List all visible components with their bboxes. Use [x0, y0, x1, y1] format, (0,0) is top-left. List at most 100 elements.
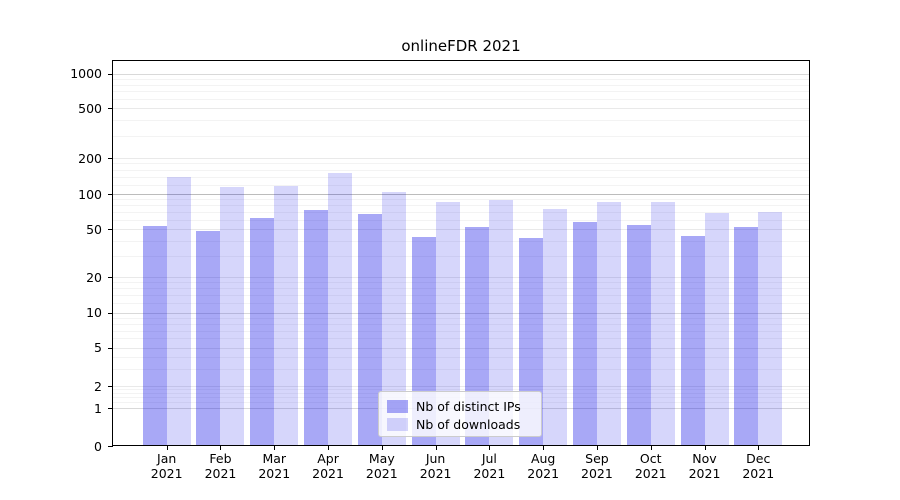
legend-swatch-downloads [387, 417, 408, 431]
legend-item-downloads: Nb of downloads [387, 415, 541, 433]
y-tick [108, 158, 113, 159]
x-tick-label: Nov 2021 [688, 451, 721, 481]
gridline [113, 229, 809, 230]
x-tick [543, 446, 545, 450]
y-tick-label: 0 [94, 438, 102, 454]
major-gridline [113, 194, 809, 195]
y-tick-label: 100 [78, 186, 102, 202]
bar-feb-downloads [220, 186, 245, 445]
minor-gridline [113, 389, 809, 391]
minor-gridline [113, 212, 809, 213]
minor-gridline [113, 368, 809, 370]
x-tick-label: Aug 2021 [527, 451, 560, 481]
minor-gridline [113, 78, 809, 80]
minor-gridline [113, 135, 809, 137]
x-tick [489, 446, 491, 450]
minor-gridline [113, 330, 809, 332]
bar-may-ips [357, 214, 382, 445]
bar-aug-downloads [543, 208, 568, 445]
x-tick-label: Oct 2021 [634, 451, 667, 481]
y-tick [108, 108, 113, 109]
x-tick-label: Feb 2021 [204, 451, 237, 481]
y-tick-label: 200 [78, 150, 102, 166]
bar-sep-downloads [596, 201, 621, 445]
x-tick-label: May 2021 [365, 451, 398, 481]
y-tick [108, 229, 113, 230]
major-gridline [113, 312, 809, 314]
minor-gridline [113, 303, 809, 305]
legend: Nb of distinct IPs Nb of downloads [378, 391, 542, 437]
x-tick [758, 446, 760, 450]
bar-nov-ips [680, 235, 705, 445]
x-tick-label: Jan 2021 [150, 451, 183, 481]
x-tick [328, 446, 330, 450]
bar-apr-downloads [328, 172, 353, 445]
x-tick-label: Mar 2021 [258, 451, 291, 481]
minor-gridline [113, 282, 809, 284]
x-tick [274, 446, 276, 450]
bar-oct-ips [626, 225, 651, 445]
minor-gridline [113, 176, 809, 178]
y-tick [108, 194, 113, 195]
chart-title: onlineFDR 2021 [401, 37, 521, 55]
x-tick [704, 446, 706, 450]
gridline [113, 347, 809, 349]
x-tick [596, 446, 598, 450]
minor-gridline [113, 91, 809, 93]
bar-dec-ips [734, 227, 759, 445]
minor-gridline [113, 255, 809, 257]
legend-item-distinct-ips: Nb of distinct IPs [387, 397, 541, 415]
bar-apr-ips [304, 209, 329, 445]
bar-mar-downloads [274, 185, 299, 445]
gridline [113, 386, 809, 387]
bar-dec-downloads [758, 212, 783, 445]
y-tick-label: 1000 [70, 66, 102, 81]
bars-layer [113, 61, 809, 445]
y-tick-label: 5 [94, 340, 102, 355]
minor-gridline [113, 169, 809, 171]
x-tick [381, 446, 383, 450]
y-tick [108, 446, 113, 447]
x-tick [435, 446, 437, 450]
bar-feb-ips [196, 231, 221, 445]
y-tick [108, 277, 113, 278]
minor-gridline [113, 120, 809, 122]
bar-jan-downloads [166, 177, 191, 445]
gridline [113, 158, 809, 159]
minor-gridline [113, 323, 809, 325]
minor-gridline [113, 295, 809, 297]
minor-gridline [113, 98, 809, 100]
x-tick-label: Sep 2021 [581, 451, 613, 481]
y-tick [108, 347, 113, 349]
bar-nov-downloads [704, 213, 729, 445]
x-tick [650, 446, 652, 450]
minor-gridline [113, 184, 809, 186]
minor-gridline [113, 219, 809, 221]
minor-gridline [113, 199, 809, 201]
minor-gridline [113, 356, 809, 358]
y-tick-label: 20 [86, 269, 102, 285]
bar-oct-downloads [650, 202, 675, 445]
minor-gridline [113, 240, 809, 242]
x-tick-label: Jul 2021 [473, 451, 506, 481]
minor-gridline [113, 205, 809, 207]
x-tick-label: Dec 2021 [742, 451, 775, 481]
legend-label-downloads: Nb of downloads [416, 416, 521, 432]
bar-mar-ips [250, 218, 275, 445]
x-tick [220, 446, 222, 450]
y-tick [108, 312, 113, 314]
plot-area: Nb of distinct IPs Nb of downloads [112, 60, 810, 446]
y-tick [108, 386, 113, 387]
y-tick-label: 50 [86, 221, 102, 237]
y-tick-label: 500 [78, 100, 102, 116]
x-tick-label: Apr 2021 [312, 451, 344, 481]
minor-gridline [113, 288, 809, 290]
y-tick [108, 73, 113, 75]
x-tick [166, 446, 168, 450]
bar-sep-ips [572, 221, 597, 445]
major-gridline [113, 73, 809, 75]
y-tick [108, 408, 113, 409]
minor-gridline [113, 317, 809, 319]
y-tick-label: 10 [86, 305, 102, 320]
